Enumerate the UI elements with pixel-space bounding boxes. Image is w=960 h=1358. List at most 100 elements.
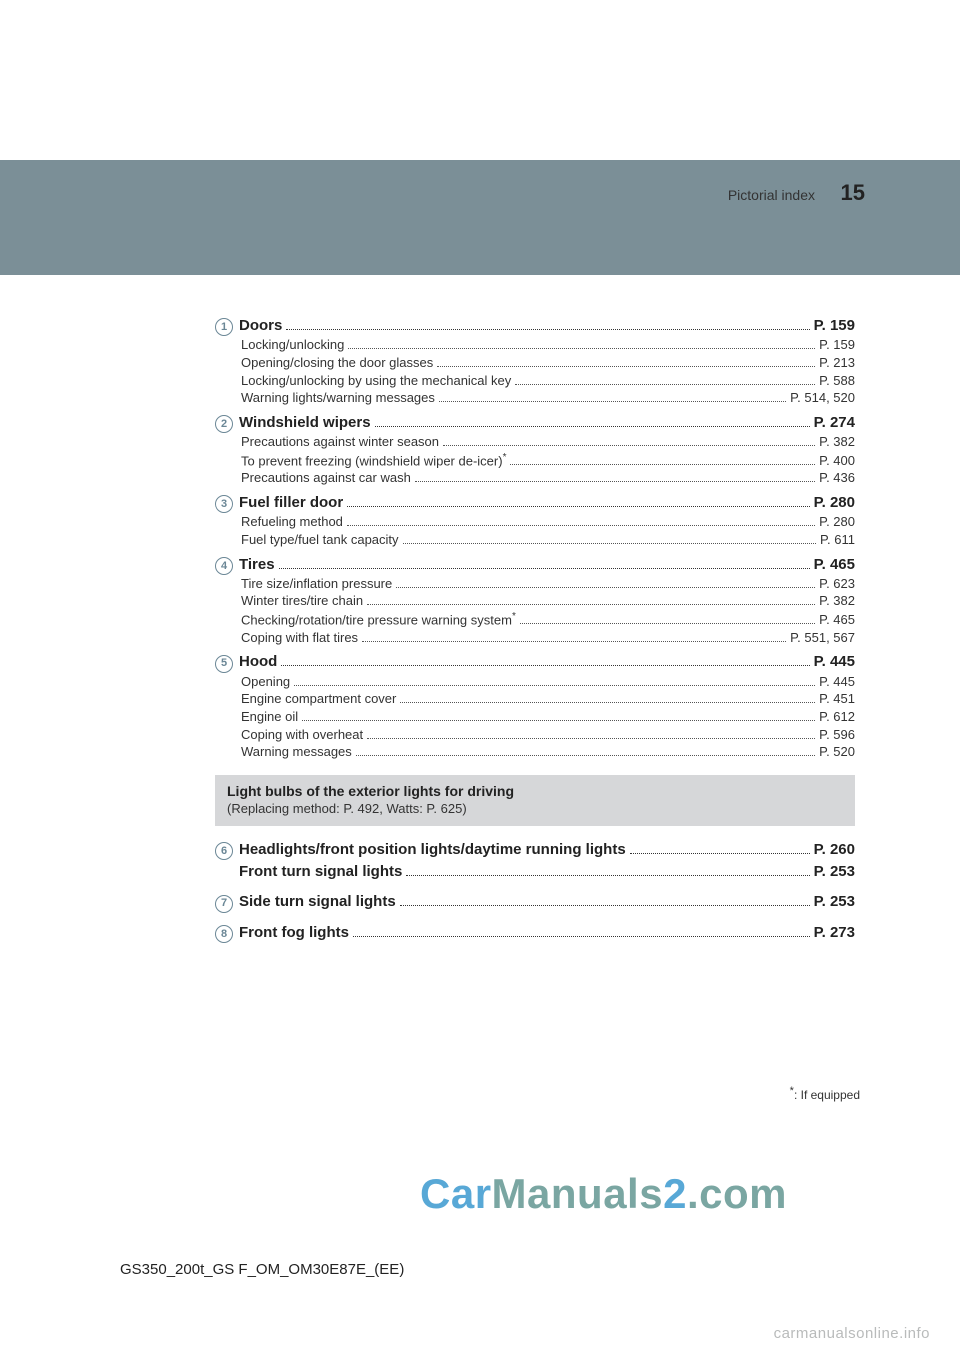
lower-entry-label: Front turn signal lights xyxy=(239,862,402,882)
sub-entry-label: Checking/rotation/tire pressure warning … xyxy=(241,610,516,629)
sub-entry-page: P. 382 xyxy=(819,433,855,451)
sub-entry: Fuel type/fuel tank capacity P. 611 xyxy=(215,531,855,549)
sub-entry: Locking/unlocking by using the mechanica… xyxy=(215,372,855,390)
sub-entry-label: Locking/unlocking by using the mechanica… xyxy=(241,372,511,390)
sub-entry: Tire size/inflation pressureP. 623 xyxy=(215,575,855,593)
section-title: Doors xyxy=(239,316,282,336)
wm-part2: Manuals xyxy=(492,1170,664,1217)
leader-dots xyxy=(443,445,815,446)
sub-entry: Locking/unlocking P. 159 xyxy=(215,336,855,354)
leader-dots xyxy=(400,905,810,906)
document-code: GS350_200t_GS F_OM_OM30E87E_(EE) xyxy=(120,1261,404,1278)
sub-entry-label: Precautions against winter season xyxy=(241,433,439,451)
sub-entry-label: Fuel type/fuel tank capacity xyxy=(241,531,399,549)
sub-entry: Coping with flat tires P. 551, 567 xyxy=(215,629,855,647)
sub-entry-page: P. 159 xyxy=(819,336,855,354)
leader-dots xyxy=(375,426,810,427)
leader-dots xyxy=(286,329,809,330)
sub-entry-label: Warning lights/warning messages xyxy=(241,389,435,407)
section-heading: 4 Tires P. 465 xyxy=(215,555,855,575)
leader-dots xyxy=(348,348,815,349)
section-heading: 5HoodP. 445 xyxy=(215,652,855,672)
sub-entry: Warning lights/warning messages P. 514, 5… xyxy=(215,389,855,407)
section-title: Fuel filler door xyxy=(239,493,343,513)
sub-entry-page: P. 280 xyxy=(819,513,855,531)
sub-entry-label: To prevent freezing (windshield wiper de… xyxy=(241,451,506,470)
header-page-number: 15 xyxy=(841,180,865,206)
sub-entry-label: Locking/unlocking xyxy=(241,336,344,354)
leader-dots xyxy=(362,641,786,642)
circled-number-icon: 7 xyxy=(215,895,233,913)
sub-entry-label: Engine compartment cover xyxy=(241,690,396,708)
section-page: P. 465 xyxy=(814,555,855,575)
leader-dots xyxy=(279,568,810,569)
lower-entry: 6 Headlights/front position lights/daytim… xyxy=(215,840,855,860)
lower-entry: 7 Side turn signal lights P. 253 xyxy=(215,892,855,912)
footnote-text: : If equipped xyxy=(794,1088,860,1102)
leader-dots xyxy=(396,587,815,588)
section-title: Windshield wipers xyxy=(239,413,371,433)
lower-entry-label: Front fog lights xyxy=(239,923,349,943)
sub-entry-page: P. 612 xyxy=(819,708,855,726)
sub-entry-label: Winter tires/tire chain xyxy=(241,592,363,610)
sub-entry-page: P. 588 xyxy=(819,372,855,390)
sub-entry-label: Coping with overheat xyxy=(241,726,363,744)
wm-part3: 2 xyxy=(663,1170,687,1217)
section-page: P. 445 xyxy=(814,652,855,672)
leader-dots xyxy=(415,481,815,482)
lower-entry-label: Headlights/front position lights/daytime… xyxy=(239,840,626,860)
leader-dots xyxy=(439,401,786,402)
sub-entry-page: P. 514, 520 xyxy=(790,389,855,407)
light-bulbs-title: Light bulbs of the exterior lights for d… xyxy=(227,783,843,799)
section-page: P. 159 xyxy=(814,316,855,336)
content-area: 1 Doors P. 159 Locking/unlocking P. 159 Openi… xyxy=(215,310,855,943)
sub-entry-label: Opening xyxy=(241,673,290,691)
circled-number-icon: 2 xyxy=(215,415,233,433)
header-section-label: Pictorial index xyxy=(728,187,815,203)
sub-entry-page: P. 551, 567 xyxy=(790,629,855,647)
section-heading: 2Windshield wipersP. 274 xyxy=(215,413,855,433)
lower-entry-page: P. 260 xyxy=(814,840,855,860)
sub-entry: Engine compartment coverP. 451 xyxy=(215,690,855,708)
section-page: P. 280 xyxy=(814,493,855,513)
sub-entry-page: P. 436 xyxy=(819,469,855,487)
sub-entry: Winter tires/tire chainP. 382 xyxy=(215,592,855,610)
light-bulbs-box: Light bulbs of the exterior lights for d… xyxy=(215,775,855,826)
section-title: Hood xyxy=(239,652,277,672)
leader-dots xyxy=(406,875,809,876)
circled-number-icon: 8 xyxy=(215,925,233,943)
section-title: Tires xyxy=(239,555,275,575)
index-section: 1DoorsP. 159Locking/unlockingP. 159Openi… xyxy=(215,316,855,407)
sub-entry: Precautions against winter season P. 382 xyxy=(215,433,855,451)
leader-dots xyxy=(347,506,809,507)
lower-entry-label: Side turn signal lights xyxy=(239,892,396,912)
lower-entry-page: P. 253 xyxy=(814,892,855,912)
leader-dots xyxy=(302,720,815,721)
asterisk-sup: * xyxy=(512,611,516,622)
sub-entry-label: Coping with flat tires xyxy=(241,629,358,647)
lower-entry-page: P. 273 xyxy=(814,923,855,943)
circled-number-icon: 4 xyxy=(215,557,233,575)
watermark-logo: CarManuals2.com xyxy=(420,1170,787,1218)
circled-number-icon: 3 xyxy=(215,495,233,513)
index-section: 2Windshield wipersP. 274Precautions agai… xyxy=(215,413,855,487)
sub-entry: To prevent freezing (windshield wiper de… xyxy=(215,451,855,470)
section-heading: 3 Fuel filler door P. 280 xyxy=(215,493,855,513)
leader-dots xyxy=(294,685,815,686)
leader-dots xyxy=(356,755,815,756)
sub-entry-page: P. 520 xyxy=(819,743,855,761)
index-section: 3Fuel filler doorP. 280Refueling methodP… xyxy=(215,493,855,549)
asterisk-sup: * xyxy=(503,452,507,463)
circled-number-icon: 6 xyxy=(215,842,233,860)
footnote: *: If equipped xyxy=(790,1085,860,1102)
circled-number-icon: 1 xyxy=(215,318,233,336)
sub-entry-page: P. 596 xyxy=(819,726,855,744)
sub-entry-page: P. 611 xyxy=(820,531,855,549)
leader-dots xyxy=(367,738,815,739)
leader-dots xyxy=(281,665,809,666)
section-heading: 1 Doors P. 159 xyxy=(215,316,855,336)
sub-entry-label: Warning messages xyxy=(241,743,352,761)
leader-dots xyxy=(437,366,815,367)
leader-dots xyxy=(403,543,817,544)
leader-dots xyxy=(347,525,815,526)
